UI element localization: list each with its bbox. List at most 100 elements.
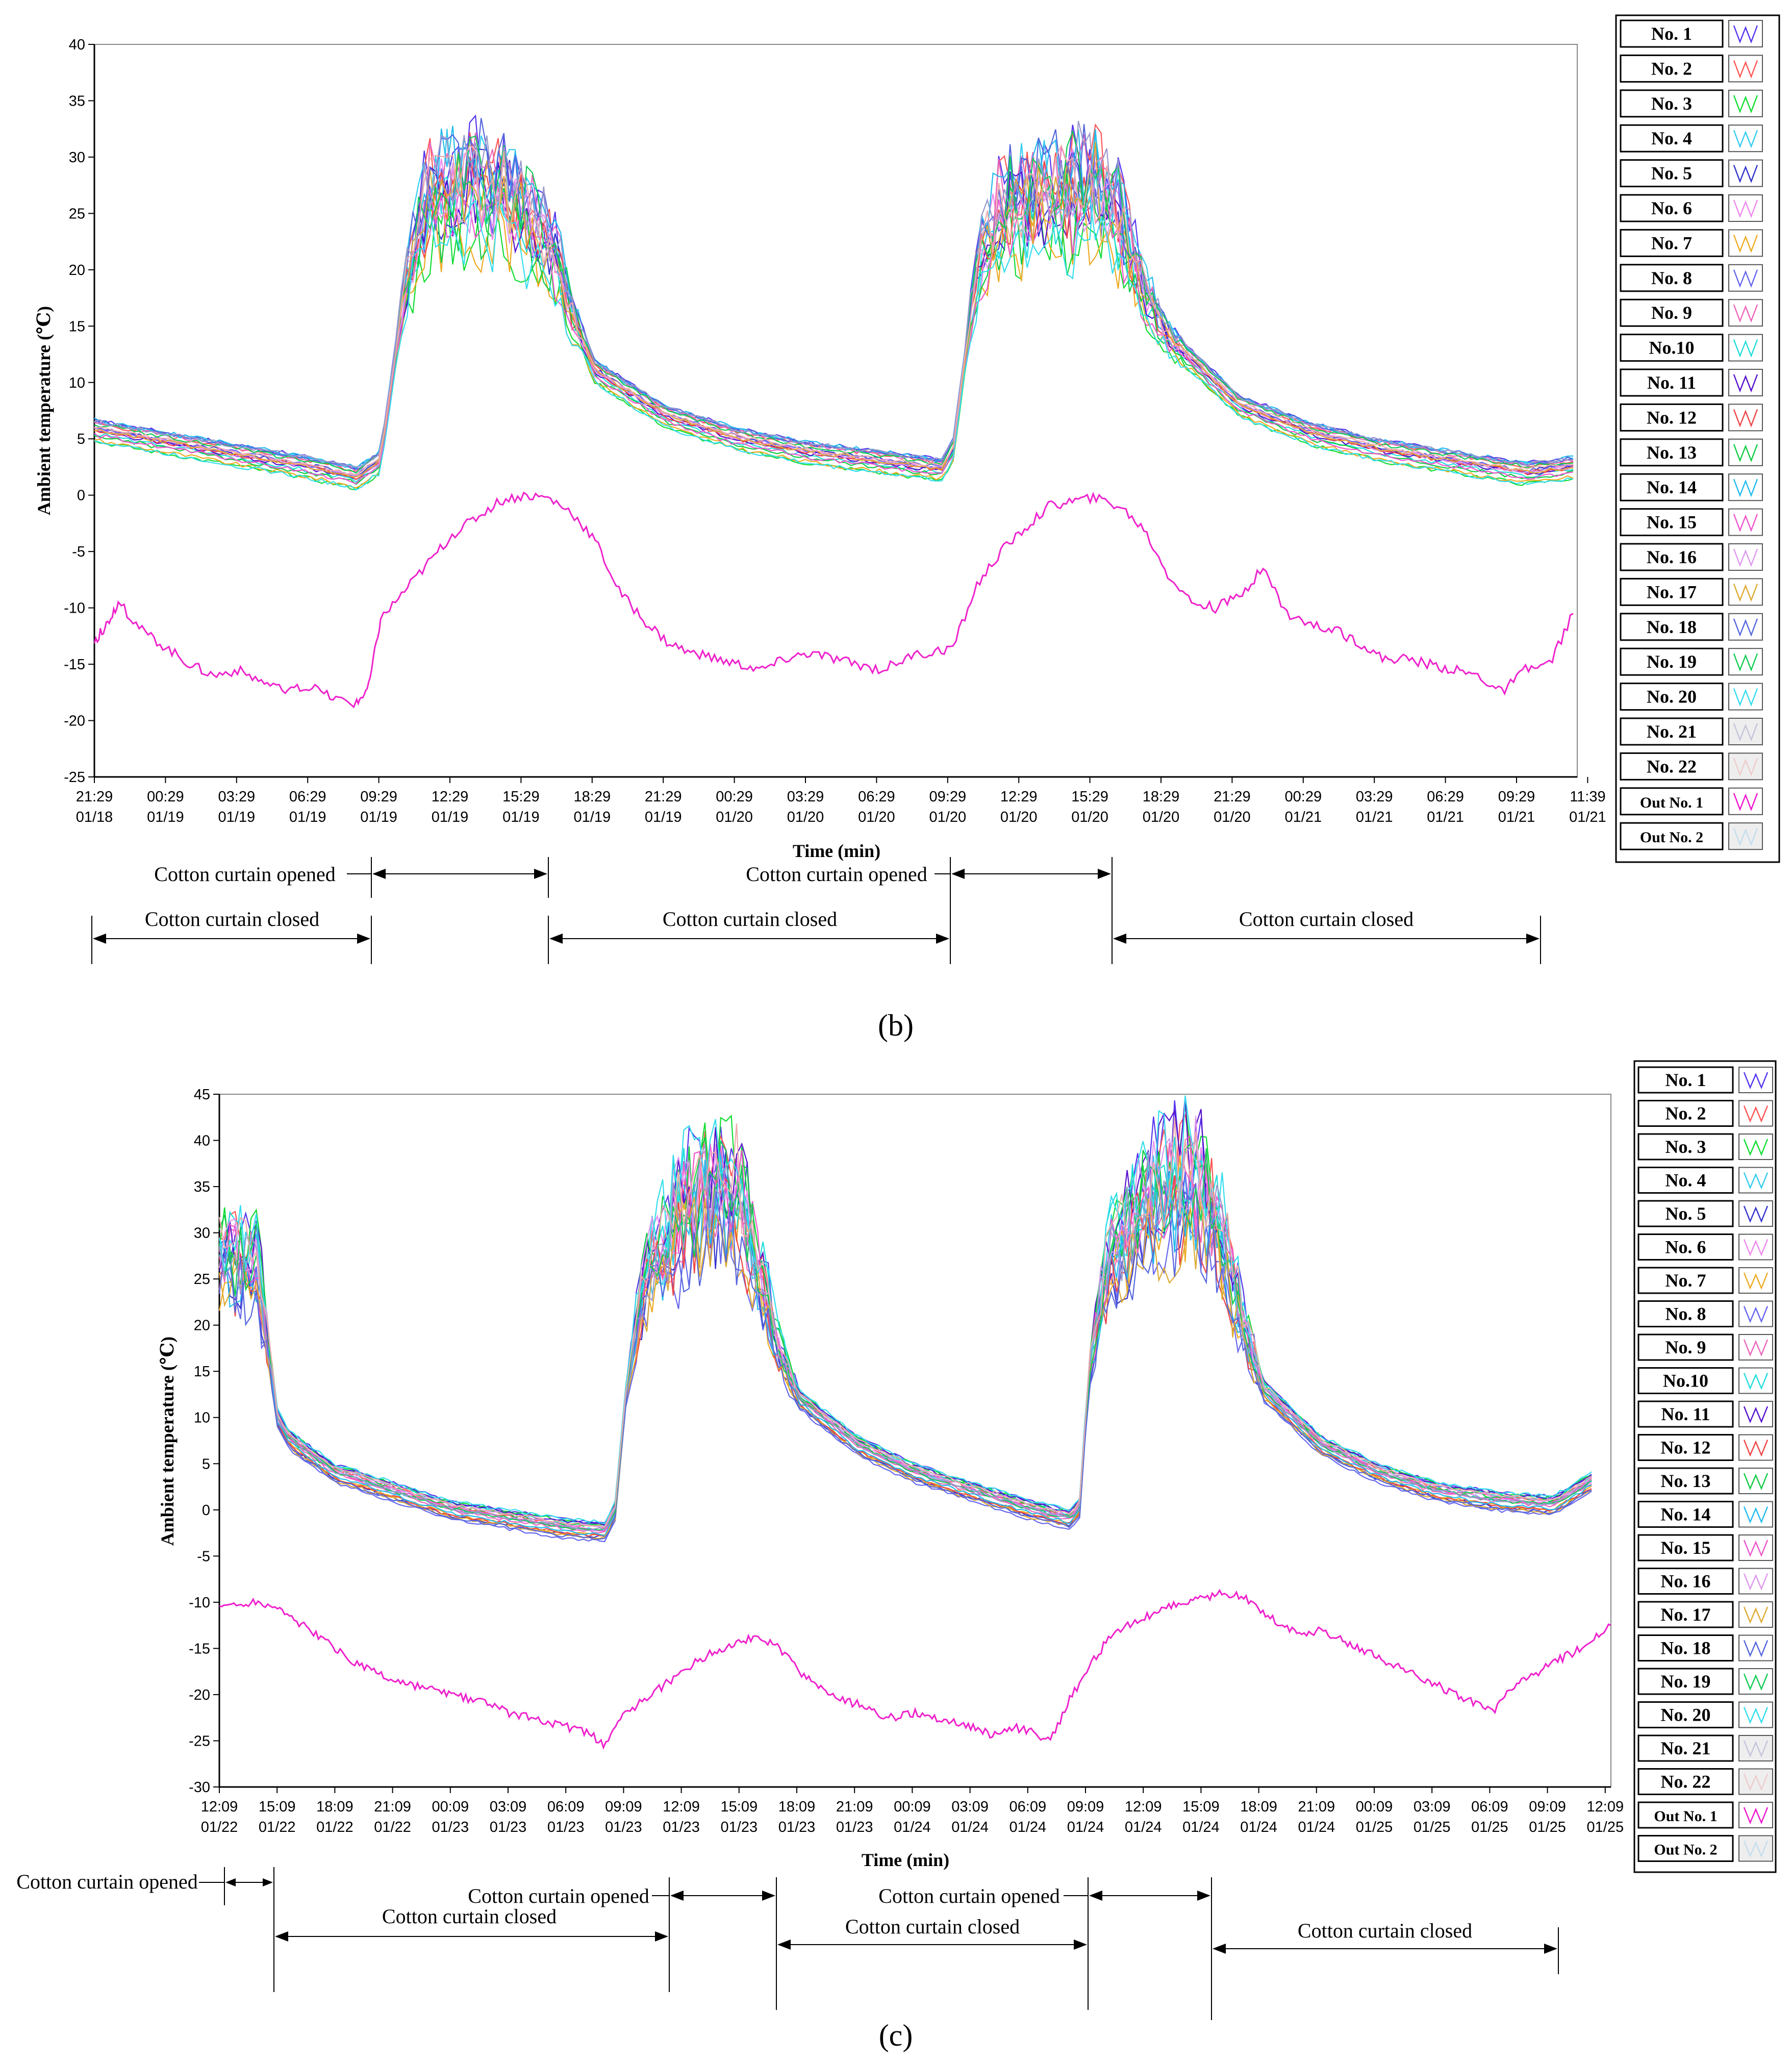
legend-swatch-line bbox=[1733, 409, 1758, 427]
x-tick-date: 01/23 bbox=[663, 1819, 700, 1835]
legend-swatch-line bbox=[1733, 758, 1758, 776]
indoor-series-12 bbox=[94, 156, 1574, 480]
legend-swatch bbox=[1738, 1568, 1773, 1595]
x-tick-label: 12:29 bbox=[1000, 789, 1038, 805]
legend-entry-box bbox=[1620, 787, 1724, 816]
legend-entry-box bbox=[1637, 1300, 1734, 1327]
legend-swatch-line bbox=[1743, 1573, 1769, 1591]
legend-swatch bbox=[1728, 264, 1763, 292]
legend-entry-box bbox=[1620, 194, 1724, 222]
y-tick-label: 10 bbox=[194, 1410, 210, 1426]
x-tick-label: 03:29 bbox=[218, 789, 256, 805]
legend-entry-label: No. 18 bbox=[1661, 1638, 1711, 1658]
x-tick-label: 21:29 bbox=[76, 789, 113, 805]
y-tick-label: 35 bbox=[194, 1179, 210, 1195]
y-axis-label-c: Ambient temperature (℃) bbox=[157, 1337, 178, 1546]
legend-entry-box bbox=[1637, 1167, 1734, 1194]
legend-swatch-line bbox=[1743, 1841, 1769, 1858]
x-tick-label: 15:29 bbox=[502, 789, 540, 805]
legend-swatch bbox=[1728, 194, 1763, 222]
x-tick-label: 18:29 bbox=[574, 789, 611, 805]
x-tick-date: 01/19 bbox=[574, 809, 611, 825]
x-tick-label: 12:09 bbox=[1125, 1799, 1162, 1815]
y-tick-label: 20 bbox=[194, 1318, 210, 1334]
legend-entry-box bbox=[1620, 19, 1724, 48]
x-tick-label: 15:09 bbox=[259, 1799, 296, 1815]
y-tick-label: 10 bbox=[69, 375, 85, 391]
annotation-closed-1-b: Cotton curtain closed bbox=[145, 908, 319, 930]
legend-c: No. 1 No. 2 No. 3 No. 4 No. 5 No. 6 No. 7 No. 8… bbox=[1637, 1066, 1773, 1862]
annotations-c: Cotton curtain opened Cotton curtain ope… bbox=[16, 1867, 1559, 2020]
legend-entry-label: Out No. 1 bbox=[1640, 794, 1703, 811]
indoor-series-14 bbox=[94, 125, 1574, 469]
legend-entry-box bbox=[1620, 403, 1724, 432]
x-tick-date: 01/22 bbox=[201, 1819, 238, 1835]
indoor-series-10 bbox=[94, 159, 1574, 483]
legend-swatch-line bbox=[1733, 339, 1758, 358]
plot-b-frame bbox=[94, 44, 1578, 777]
x-tick-label: 21:29 bbox=[645, 789, 682, 805]
x-tick-date: 01/24 bbox=[1240, 1819, 1277, 1835]
x-tick-label: 09:29 bbox=[1498, 789, 1535, 805]
legend-entry-box bbox=[1620, 822, 1724, 850]
legend-entry-label: No. 17 bbox=[1661, 1604, 1711, 1625]
legend-entry-label: No. 14 bbox=[1661, 1504, 1711, 1525]
x-tick-date: 01/25 bbox=[1356, 1819, 1393, 1835]
legend-entry-label: No. 13 bbox=[1661, 1471, 1711, 1491]
legend-swatch bbox=[1738, 1601, 1773, 1628]
legend-entry-label: No. 6 bbox=[1665, 1237, 1706, 1257]
legend-entry-label: No. 21 bbox=[1647, 721, 1697, 742]
legend-entry-box bbox=[1637, 1434, 1734, 1461]
annotation-opened-3-c: Cotton curtain opened bbox=[878, 1884, 1059, 1907]
legend-entry-box bbox=[1637, 1634, 1734, 1661]
legend-entry-box bbox=[1620, 159, 1724, 188]
legend-entry-box bbox=[1620, 334, 1724, 362]
indoor-series-1 bbox=[94, 114, 1574, 470]
legend-entry-box bbox=[1637, 1400, 1734, 1428]
annotation-closed-2-c: Cotton curtain closed bbox=[845, 1915, 1020, 1938]
y-tick-label: -20 bbox=[64, 713, 85, 729]
indoor-series-15 bbox=[94, 164, 1574, 485]
x-tick-date: 01/21 bbox=[1498, 809, 1535, 825]
x-tick-label: 15:09 bbox=[1182, 1799, 1220, 1815]
legend-swatch-line bbox=[1743, 1339, 1769, 1357]
indoor-series-14 bbox=[218, 1151, 1592, 1537]
legend-entry-label: No. 20 bbox=[1661, 1705, 1711, 1725]
panel-label-c: (c) bbox=[879, 2019, 913, 2052]
legend-entry-label: No. 22 bbox=[1647, 756, 1697, 776]
legend-swatch bbox=[1738, 1134, 1773, 1160]
legend-entry-label: No. 15 bbox=[1647, 512, 1697, 533]
x-tick-date: 01/20 bbox=[787, 809, 824, 825]
legend-swatch-line bbox=[1743, 1373, 1769, 1390]
legend-entry-box bbox=[1620, 752, 1724, 780]
x-tick-date: 01/22 bbox=[374, 1819, 411, 1835]
x-tick-label: 06:29 bbox=[858, 789, 895, 805]
y-tick-label: 20 bbox=[69, 262, 85, 279]
legend-swatch-line bbox=[1733, 793, 1758, 812]
indoor-series-4 bbox=[94, 129, 1574, 468]
legend-entry-box bbox=[1637, 1701, 1734, 1728]
legend-entry-box bbox=[1637, 1668, 1734, 1695]
indoor-series-3 bbox=[94, 191, 1574, 491]
legend-swatch bbox=[1728, 89, 1763, 117]
legend-swatch-line bbox=[1733, 165, 1758, 183]
legend-entry-label: No. 14 bbox=[1647, 477, 1697, 497]
x-tick-label: 18:09 bbox=[316, 1799, 354, 1815]
legend-swatch bbox=[1728, 20, 1763, 47]
annotation-closed-3-c: Cotton curtain closed bbox=[1298, 1919, 1472, 1942]
indoor-series-20 bbox=[218, 1095, 1592, 1524]
legend-entry-box bbox=[1637, 1367, 1734, 1394]
y-tick-label: -30 bbox=[189, 1779, 210, 1796]
legend-entry-box bbox=[1620, 298, 1724, 327]
legend-swatch-line bbox=[1743, 1807, 1769, 1825]
legend-swatch-line bbox=[1733, 618, 1758, 637]
legend-swatch-line bbox=[1743, 1540, 1769, 1557]
legend-swatch-line bbox=[1733, 688, 1758, 707]
legend-swatch bbox=[1728, 334, 1763, 362]
legend-swatch bbox=[1728, 404, 1763, 432]
panel-b: 40 35 30 25 20 15 10 5 0 -5 -10 -15 -20 -25 21:29 01/1… bbox=[34, 14, 1780, 1042]
legend-entry-label: No. 5 bbox=[1651, 163, 1692, 184]
y-tick-label: 30 bbox=[194, 1225, 210, 1242]
panel-label-b: (b) bbox=[878, 1009, 914, 1042]
